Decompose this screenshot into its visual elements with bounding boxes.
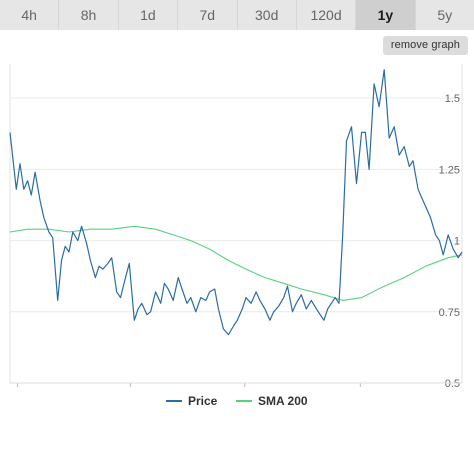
legend-item-price[interactable]: Price	[166, 394, 217, 408]
tab-4h[interactable]: 4h	[0, 0, 60, 30]
legend-swatch-price	[166, 400, 182, 402]
timeframe-tabs: 4h 8h 1d 7d 30d 120d 1y 5y	[0, 0, 474, 30]
legend-label-sma: SMA 200	[258, 394, 308, 408]
tab-120d[interactable]: 120d	[296, 0, 357, 30]
legend-item-sma-200[interactable]: SMA 200	[236, 394, 308, 408]
y-tick-label: 1.25	[439, 164, 460, 176]
tab-7d[interactable]: 7d	[178, 0, 238, 30]
legend-swatch-sma	[236, 400, 252, 402]
sma-200-line	[9, 225, 463, 301]
legend-label-price: Price	[188, 394, 218, 408]
y-tick-label: 1	[454, 236, 460, 248]
chart-legend: Price SMA 200	[0, 390, 474, 414]
tab-1d[interactable]: 1d	[118, 0, 179, 30]
tab-5y[interactable]: 5y	[415, 0, 474, 30]
y-tick-label: 0.75	[439, 307, 460, 319]
y-tick-label: 0.5	[445, 378, 460, 390]
remove-graph-button[interactable]: remove graph	[382, 36, 468, 55]
y-tick-label: 1.5	[445, 93, 460, 105]
price-line	[9, 69, 463, 336]
tab-8h[interactable]: 8h	[59, 0, 119, 30]
tab-1y[interactable]: 1y	[356, 0, 416, 30]
tab-30d[interactable]: 30d	[237, 0, 297, 30]
